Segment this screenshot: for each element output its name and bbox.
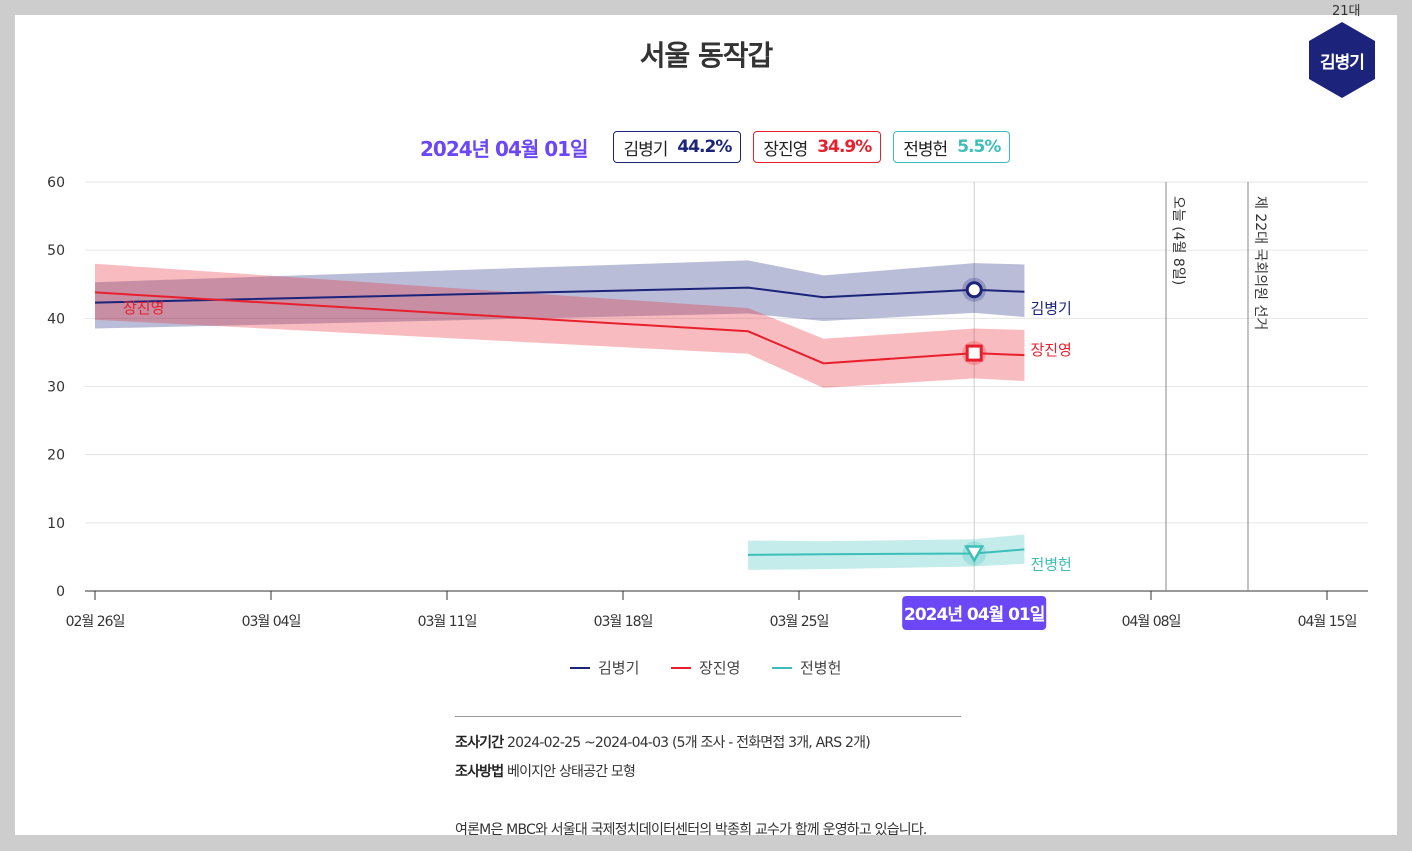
series-line	[748, 548, 1025, 556]
candidate-name: 장진영	[763, 139, 808, 160]
annotation-label: 오늘 (4월 8일)	[1170, 196, 1186, 285]
candidate-name: 전병헌	[903, 139, 948, 160]
circle-marker	[965, 281, 983, 299]
method-value: 베이지안 상태공간 모형	[506, 764, 636, 780]
legend-label: 김병기	[598, 659, 639, 677]
x-tick-label: 02월 26일	[66, 614, 125, 630]
series-start-label: 장진영	[123, 299, 164, 317]
survey-method: 조사방법 베이지안 상태공간 모형	[455, 761, 636, 781]
panel	[15, 15, 1397, 835]
x-tick-label: 03월 04일	[242, 614, 301, 630]
x-tick-label: 04월 08일	[1122, 614, 1181, 630]
candidate-value: 5.5%	[957, 137, 1001, 157]
term-label: 21대	[1332, 4, 1361, 19]
candidate-name: 김병기	[623, 139, 668, 160]
triangle-marker	[964, 545, 985, 564]
legend-label: 장진영	[699, 659, 740, 677]
candidate-box: 전병헌 5.5%	[893, 131, 1011, 163]
series-line	[94, 291, 1025, 365]
period-label: 조사기간	[455, 735, 504, 751]
current-values: 2024년 04월 01일 김병기 44.2% 장진영 34.9% 전병헌 5.5%	[420, 131, 1011, 163]
y-tick-label: 0	[56, 584, 65, 600]
y-tick-label: 10	[47, 516, 65, 532]
poll-chart[interactable]: 0 10 20 30 40 50 60 02월 26일 03월 04일 03월 11일 03월 18…	[0, 0, 1412, 700]
square-marker	[965, 344, 983, 362]
series-line	[94, 286, 1025, 304]
x-tick-label: 03월 18일	[594, 614, 653, 630]
y-tick-label: 60	[47, 175, 65, 191]
confidence-band	[748, 534, 1025, 570]
y-tick-label: 40	[47, 311, 65, 327]
x-tick-label: 03월 11일	[418, 614, 477, 630]
footer-note: 여론M은 MBC와 서울대 국제정치데이터센터의 박종희 교수가 함께 운영하고…	[455, 822, 927, 838]
hover-date-badge	[902, 596, 1047, 630]
series-end-label: 장진영	[1030, 341, 1071, 359]
current-date: 2024년 04월 01일	[420, 136, 588, 161]
series-end-label: 김병기	[1030, 300, 1071, 318]
candidate-value: 34.9%	[817, 137, 872, 157]
legend-label: 전병헌	[800, 659, 841, 677]
x-tick-label: 04월 15일	[1298, 614, 1357, 630]
divider	[455, 716, 961, 717]
x-tick-label: 03월 25일	[770, 614, 829, 630]
survey-period: 조사기간 2024-02-25 ~2024-04-03 (5개 조사 - 전화면…	[455, 732, 871, 752]
candidate-box: 장진영 34.9%	[753, 131, 882, 163]
confidence-band	[95, 260, 1025, 329]
candidate-box: 김병기 44.2%	[613, 131, 742, 163]
method-label: 조사방법	[455, 764, 504, 780]
period-value: 2024-02-25 ~2024-04-03 (5개 조사 - 전화면접 3개,…	[506, 735, 871, 751]
hover-date-label: 2024년 04월 01일	[904, 605, 1045, 625]
series-end-label: 전병헌	[1030, 555, 1071, 573]
candidate-value: 44.2%	[677, 137, 732, 157]
page-title: 서울 동작갑	[639, 39, 774, 72]
confidence-band	[95, 263, 1025, 388]
y-tick-label: 30	[47, 380, 65, 396]
y-tick-label: 20	[47, 448, 65, 464]
annotation-label: 제 22대 국회의원 선거	[1252, 196, 1268, 330]
y-tick-label: 50	[47, 243, 65, 259]
